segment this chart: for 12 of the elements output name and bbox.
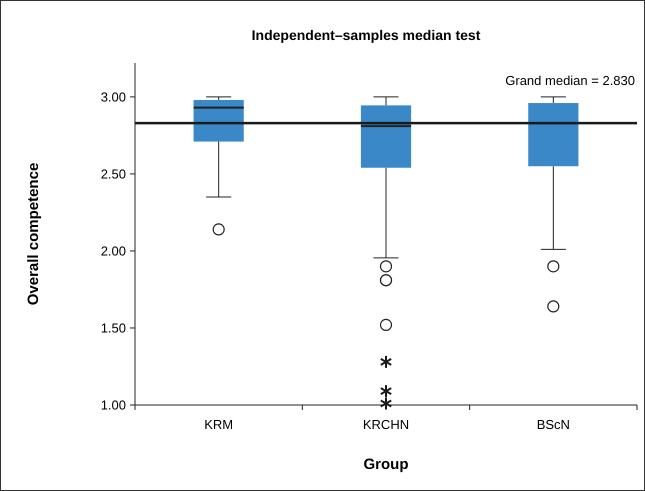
y-tick-label: 2.50: [100, 166, 126, 182]
x-axis-title: Group: [364, 456, 408, 473]
y-axis-title: Overall competence: [25, 162, 42, 306]
y-tick-label: 1.00: [100, 398, 126, 413]
y-tick-label: 3.00: [100, 89, 126, 104]
x-tick-label: KRM: [204, 417, 234, 432]
x-tick-label: KRCHN: [362, 417, 410, 432]
y-tick-label: 2.00: [100, 243, 126, 258]
ref-line-label: Grand median = 2.830: [505, 73, 635, 88]
y-tick-label: 1.50: [100, 320, 126, 336]
x-tick-label: BScN: [536, 417, 570, 432]
chart-title: Independent–samples median test: [252, 27, 481, 43]
